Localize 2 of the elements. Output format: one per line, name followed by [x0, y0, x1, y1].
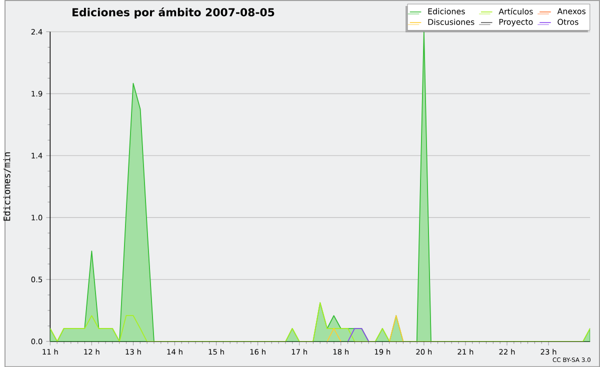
y-axis-title: Ediciones/min — [3, 152, 11, 221]
chart-title: Ediciones por ámbito 2007-08-05 — [72, 7, 274, 18]
